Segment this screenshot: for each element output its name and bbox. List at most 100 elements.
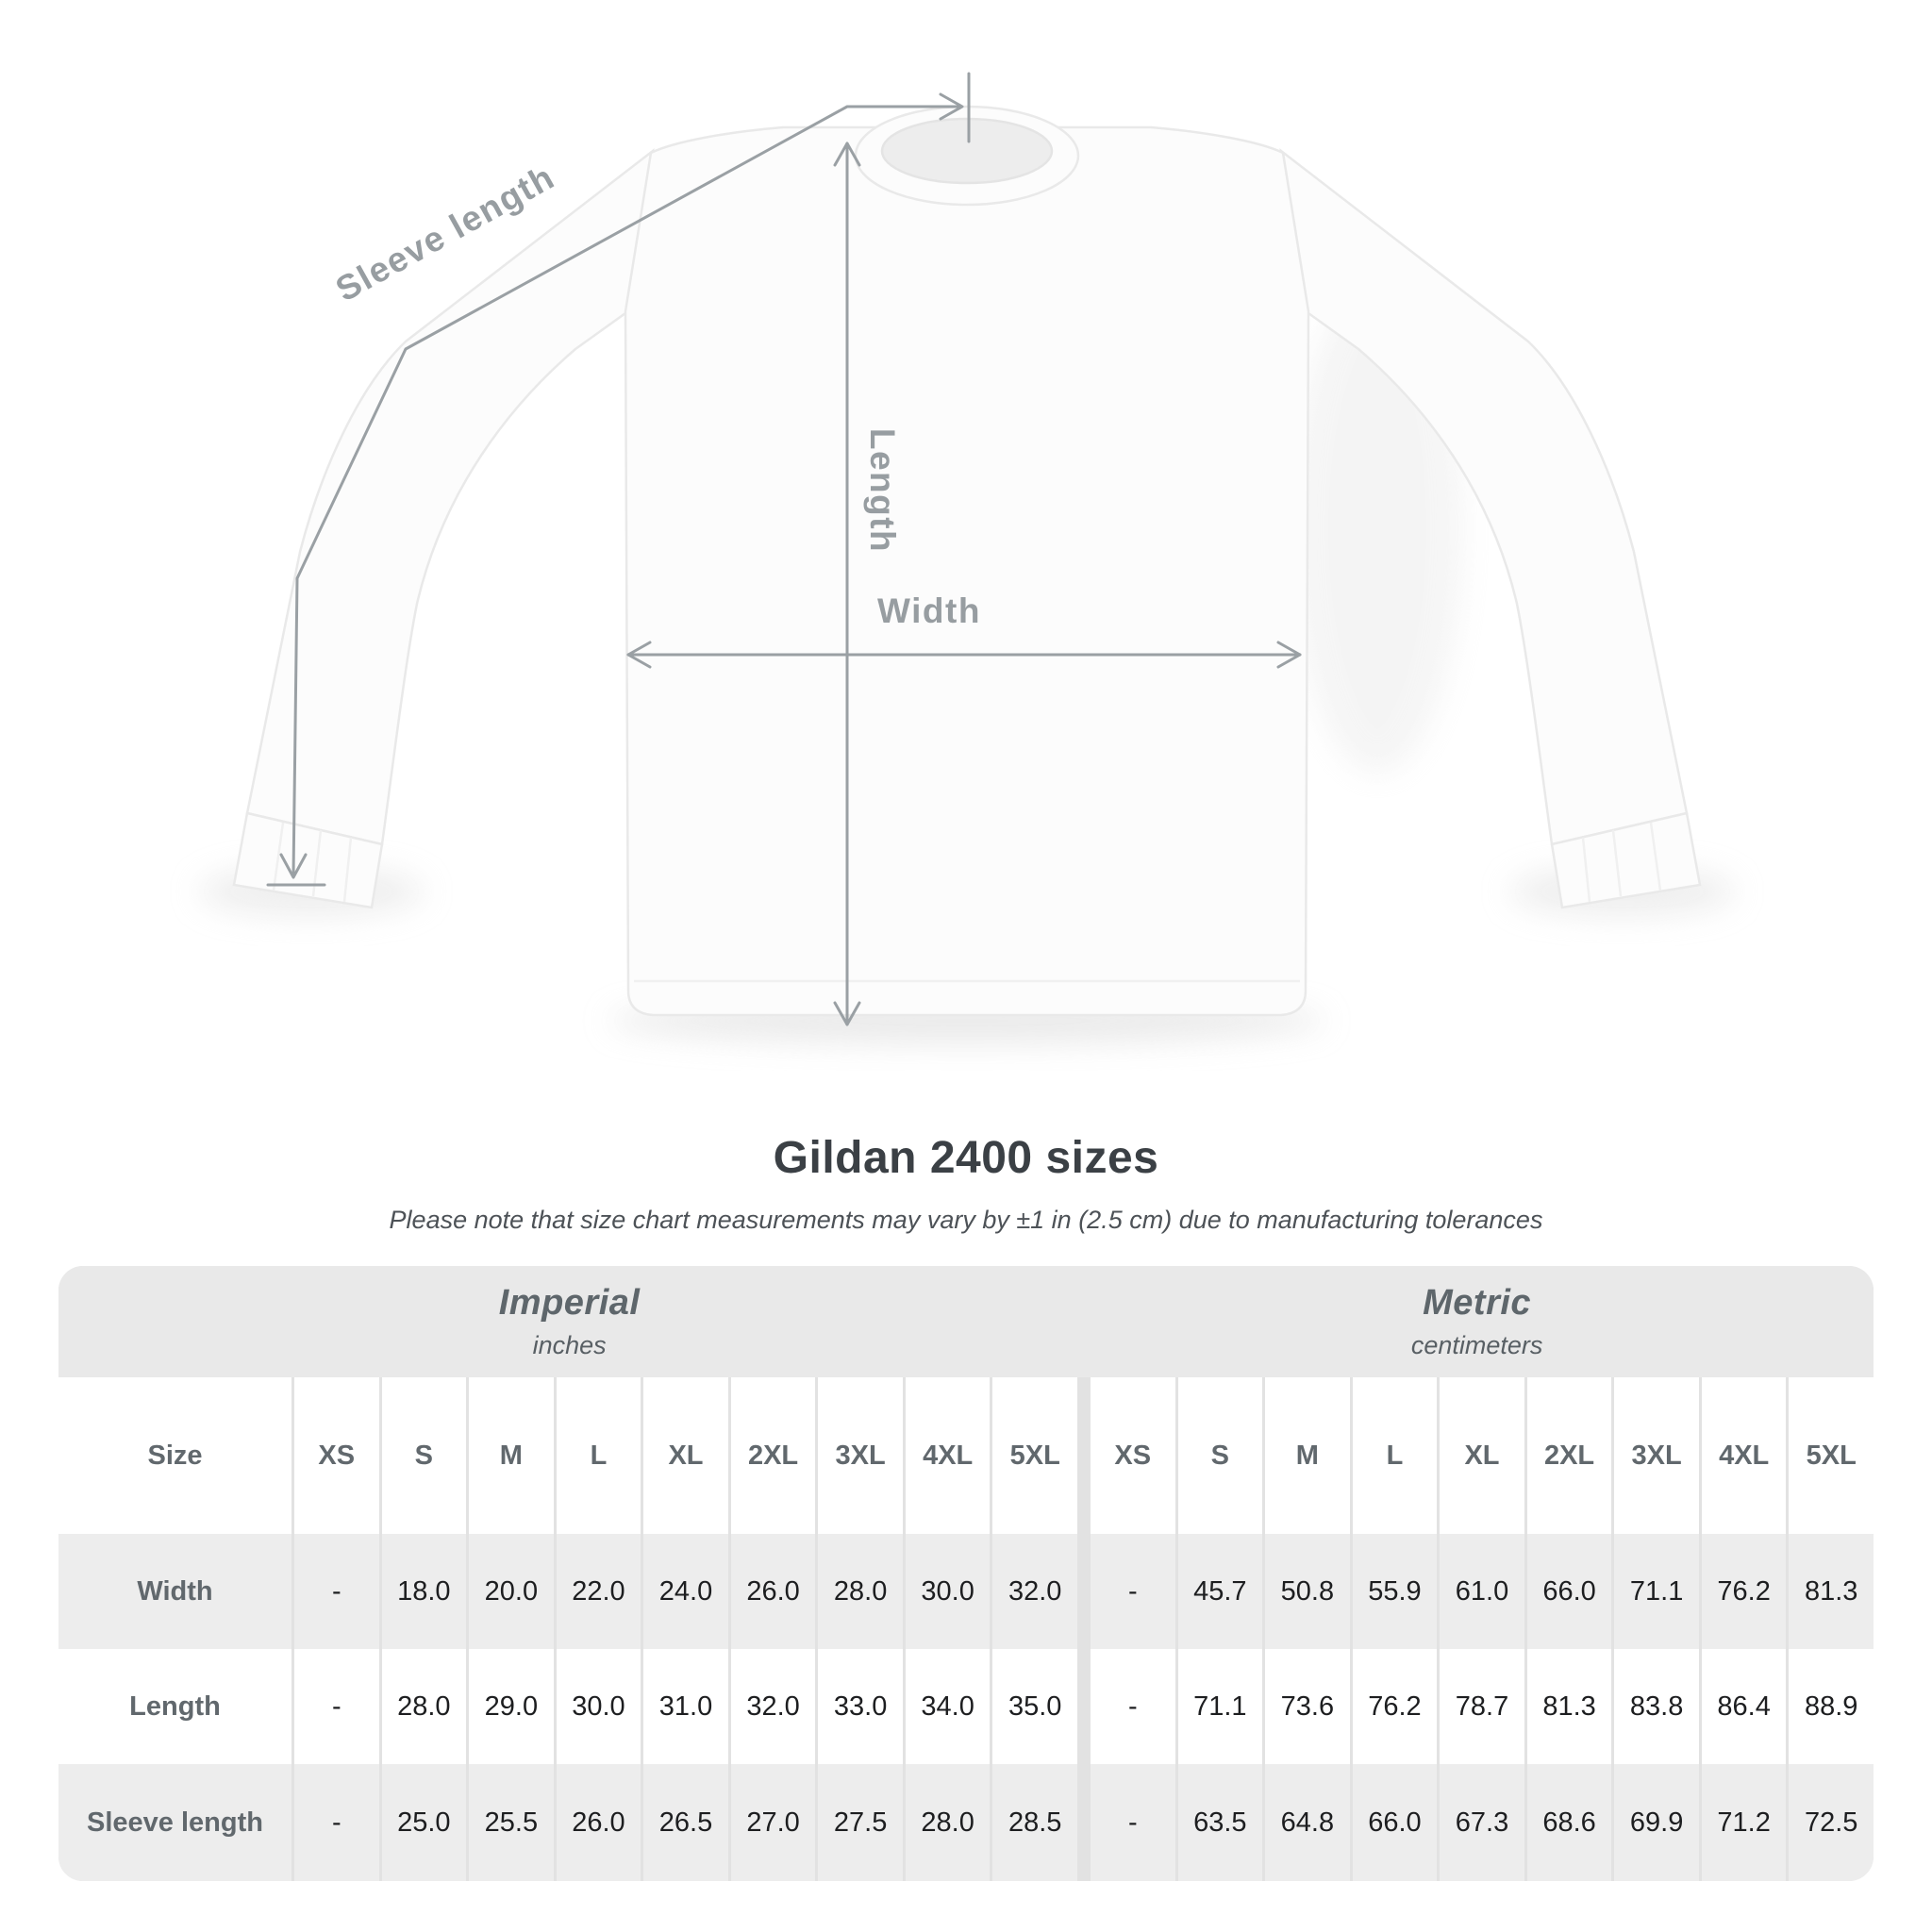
imperial-size-header: 3XL	[818, 1377, 903, 1534]
metric-value-cell: 81.3	[1789, 1534, 1874, 1649]
imperial-value-cell: 18.0	[381, 1534, 467, 1649]
metric-section-label: Metric	[1423, 1283, 1532, 1323]
metric-size-header: XL	[1440, 1377, 1524, 1534]
metric-value-cell: -	[1091, 1649, 1175, 1764]
imperial-value-cell: 26.5	[643, 1764, 728, 1881]
metric-value-cell: 69.9	[1614, 1764, 1699, 1881]
shirt-measurement-diagram: Sleeve length Length Width	[198, 72, 1736, 1043]
metric-value-cell: 83.8	[1614, 1649, 1699, 1764]
imperial-value-cell: 28.0	[818, 1534, 903, 1649]
metric-value-cell: 81.3	[1526, 1649, 1612, 1764]
imperial-size-header: L	[556, 1377, 641, 1534]
imperial-size-header: 5XL	[992, 1377, 1077, 1534]
metric-value-cell: 76.2	[1701, 1534, 1787, 1649]
imperial-value-cell: 27.0	[730, 1764, 816, 1881]
imperial-value-cell: 31.0	[643, 1649, 728, 1764]
metric-value-cell: -	[1091, 1534, 1175, 1649]
imperial-value-cell: 24.0	[643, 1534, 728, 1649]
section-divider	[1080, 1377, 1088, 1534]
metric-value-cell: 73.6	[1265, 1649, 1350, 1764]
measurement-lines	[266, 72, 1302, 1026]
shirt-body	[624, 125, 1310, 1017]
imperial-size-header: XS	[294, 1377, 379, 1534]
imperial-value-cell: 26.0	[730, 1534, 816, 1649]
metric-section-header: Metric centimeters	[1080, 1283, 1874, 1360]
shirt-left-sleeve	[245, 148, 655, 846]
metric-size-header: S	[1177, 1377, 1263, 1534]
imperial-value-cell: 32.0	[730, 1649, 816, 1764]
section-divider	[1080, 1534, 1088, 1649]
metric-value-cell: 66.0	[1352, 1764, 1438, 1881]
metric-value-cell: 67.3	[1440, 1764, 1524, 1881]
units-band: Imperial inches Metric centimeters	[58, 1266, 1874, 1377]
imperial-value-cell: 29.0	[469, 1649, 554, 1764]
imperial-value-cell: 34.0	[905, 1649, 991, 1764]
imperial-value-cell: -	[294, 1764, 379, 1881]
long-sleeve-shirt	[232, 105, 1702, 1017]
metric-unit-label: centimeters	[1410, 1331, 1543, 1359]
metric-value-cell: 61.0	[1440, 1534, 1524, 1649]
metric-value-cell: 88.9	[1789, 1649, 1874, 1764]
row-label-cell: Sleeve length	[58, 1764, 291, 1881]
metric-value-cell: 66.0	[1526, 1534, 1612, 1649]
metric-size-header: M	[1265, 1377, 1350, 1534]
metric-value-cell: 76.2	[1352, 1649, 1438, 1764]
imperial-value-cell: -	[294, 1649, 379, 1764]
metric-size-header: 2XL	[1526, 1377, 1612, 1534]
imperial-section-header: Imperial inches	[58, 1283, 1080, 1360]
section-divider	[1080, 1649, 1088, 1764]
length-label: Length	[863, 428, 902, 553]
metric-value-cell: 45.7	[1177, 1534, 1263, 1649]
imperial-size-header: 4XL	[905, 1377, 991, 1534]
row-label-cell: Width	[58, 1534, 291, 1649]
metric-value-cell: 63.5	[1177, 1764, 1263, 1881]
metric-size-header: L	[1352, 1377, 1438, 1534]
metric-value-cell: 71.2	[1701, 1764, 1787, 1881]
imperial-value-cell: 28.0	[905, 1764, 991, 1881]
size-table-card: Imperial inches Metric centimeters Size X…	[58, 1266, 1874, 1881]
section-divider	[1080, 1764, 1088, 1881]
metric-value-cell: 86.4	[1701, 1649, 1787, 1764]
imperial-value-cell: 30.0	[556, 1649, 641, 1764]
imperial-value-cell: 33.0	[818, 1649, 903, 1764]
imperial-value-cell: 25.0	[381, 1764, 467, 1881]
imperial-size-header: 2XL	[730, 1377, 816, 1534]
imperial-value-cell: 27.5	[818, 1764, 903, 1881]
size-table-grid: Imperial inches Metric centimeters Size X…	[58, 1266, 1874, 1881]
metric-value-cell: -	[1091, 1764, 1175, 1881]
metric-value-cell: 68.6	[1526, 1764, 1612, 1881]
imperial-value-cell: 26.0	[556, 1764, 641, 1881]
shirt-right-sleeve	[1279, 148, 1689, 846]
imperial-size-header: M	[469, 1377, 554, 1534]
imperial-value-cell: 30.0	[905, 1534, 991, 1649]
metric-size-header: 3XL	[1614, 1377, 1699, 1534]
imperial-section-label: Imperial	[498, 1283, 641, 1323]
metric-size-header: 5XL	[1789, 1377, 1874, 1534]
metric-value-cell: 72.5	[1789, 1764, 1874, 1881]
imperial-value-cell: 20.0	[469, 1534, 554, 1649]
imperial-size-header: XL	[643, 1377, 728, 1534]
metric-value-cell: 71.1	[1177, 1649, 1263, 1764]
size-corner-header: Size	[58, 1377, 291, 1534]
metric-size-header: 4XL	[1701, 1377, 1787, 1534]
imperial-value-cell: 25.5	[469, 1764, 554, 1881]
metric-size-header: XS	[1091, 1377, 1175, 1534]
metric-value-cell: 78.7	[1440, 1649, 1524, 1764]
row-label-cell: Length	[58, 1649, 291, 1764]
metric-value-cell: 71.1	[1614, 1534, 1699, 1649]
page-title: Gildan 2400 sizes	[773, 1133, 1159, 1183]
imperial-value-cell: 22.0	[556, 1534, 641, 1649]
imperial-value-cell: 32.0	[992, 1534, 1077, 1649]
metric-value-cell: 64.8	[1265, 1764, 1350, 1881]
imperial-unit-label: inches	[532, 1331, 607, 1359]
imperial-value-cell: 35.0	[992, 1649, 1077, 1764]
tolerance-note: Please note that size chart measurements…	[389, 1206, 1543, 1234]
imperial-size-header: S	[381, 1377, 467, 1534]
imperial-value-cell: 28.5	[992, 1764, 1077, 1881]
metric-value-cell: 55.9	[1352, 1534, 1438, 1649]
metric-value-cell: 50.8	[1265, 1534, 1350, 1649]
width-label: Width	[877, 591, 981, 630]
imperial-value-cell: 28.0	[381, 1649, 467, 1764]
imperial-value-cell: -	[294, 1534, 379, 1649]
